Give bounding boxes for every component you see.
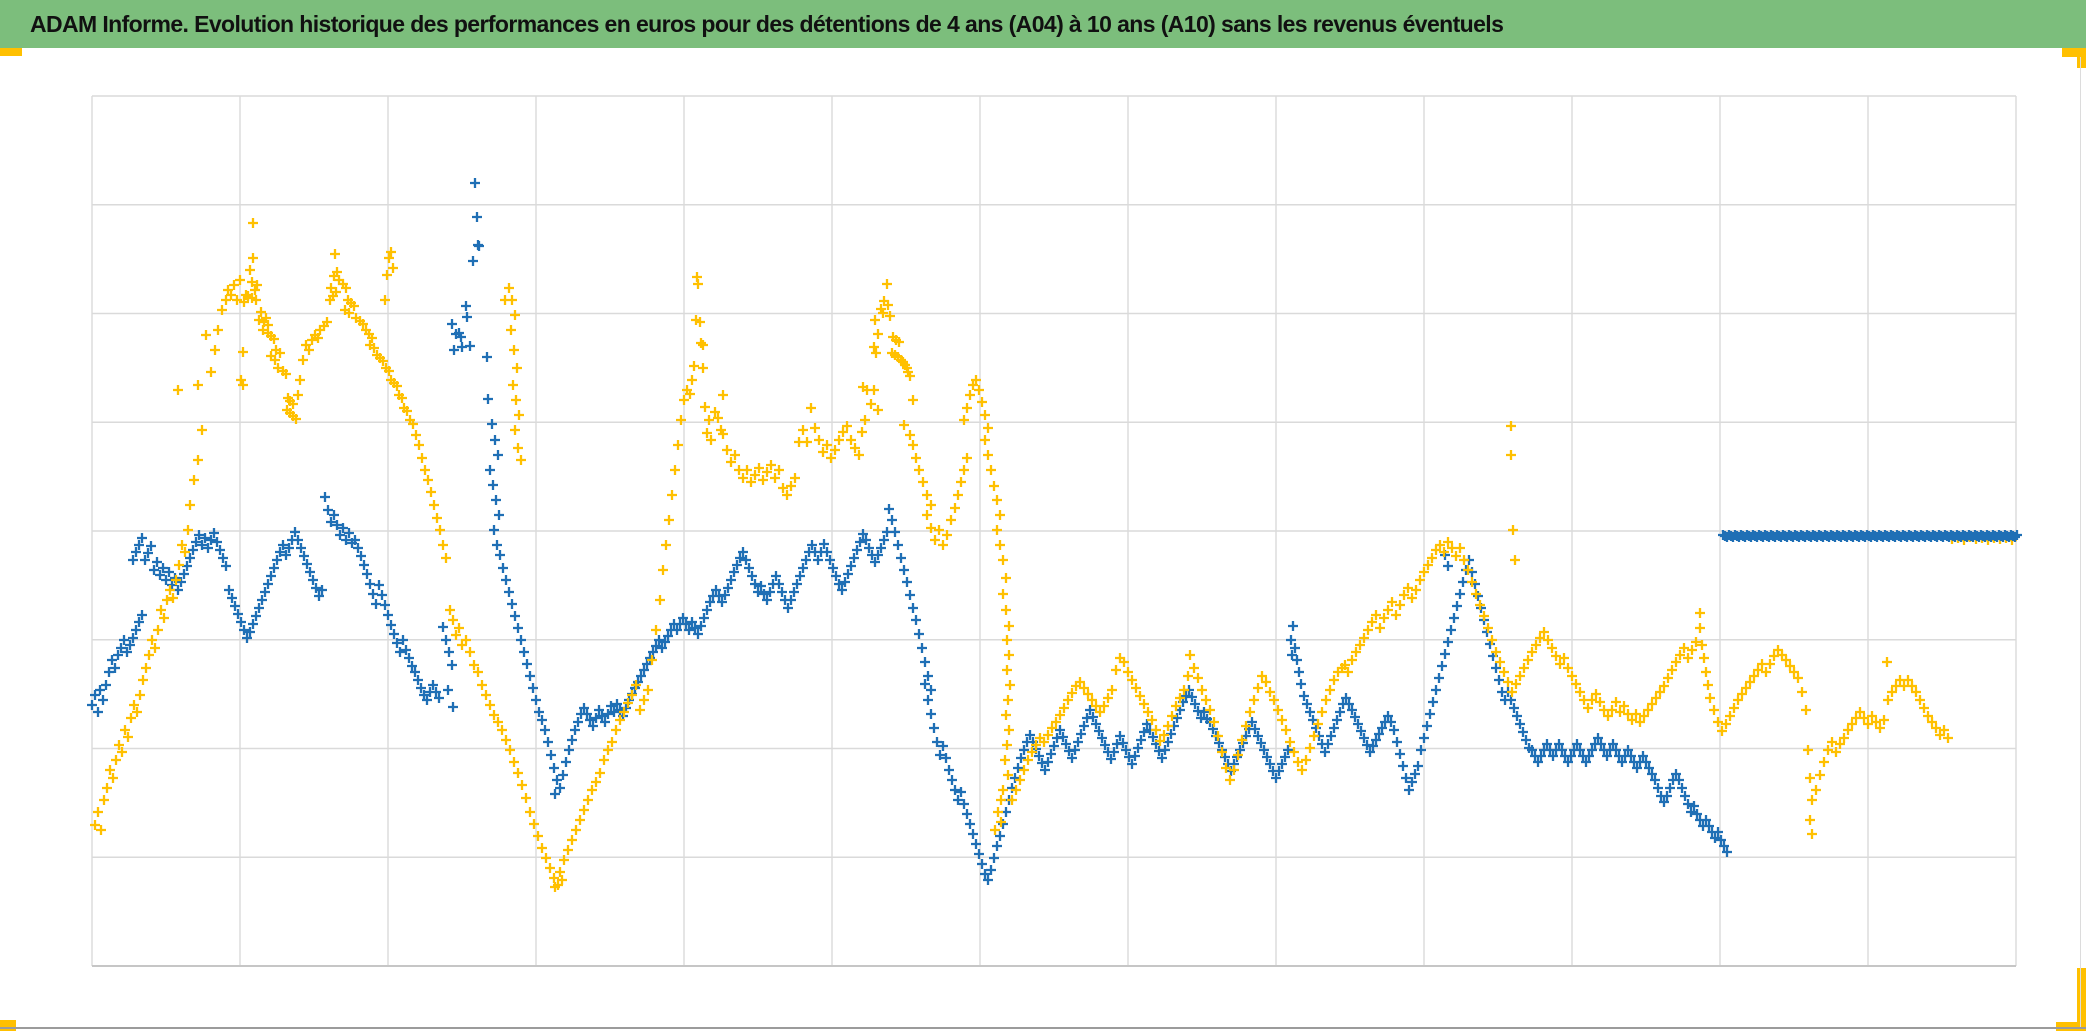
- bottom-divider-line: [0, 1027, 2086, 1029]
- accent-corner-bottom-right-vertical: [2077, 968, 2086, 1031]
- accent-corner-top-left: [0, 48, 22, 56]
- accent-corner-top-right-vertical: [2077, 48, 2086, 68]
- page-title: ADAM Informe. Evolution historique des p…: [30, 11, 1504, 37]
- accent-corner-bottom-right-horizontal: [2056, 1022, 2086, 1031]
- right-edge-hairline: [2080, 57, 2081, 1027]
- accent-corner-top-right-horizontal: [2062, 48, 2086, 57]
- chart-title-bar: ADAM Informe. Evolution historique des p…: [0, 0, 2086, 48]
- accent-corner-bottom-left: [0, 1020, 16, 1031]
